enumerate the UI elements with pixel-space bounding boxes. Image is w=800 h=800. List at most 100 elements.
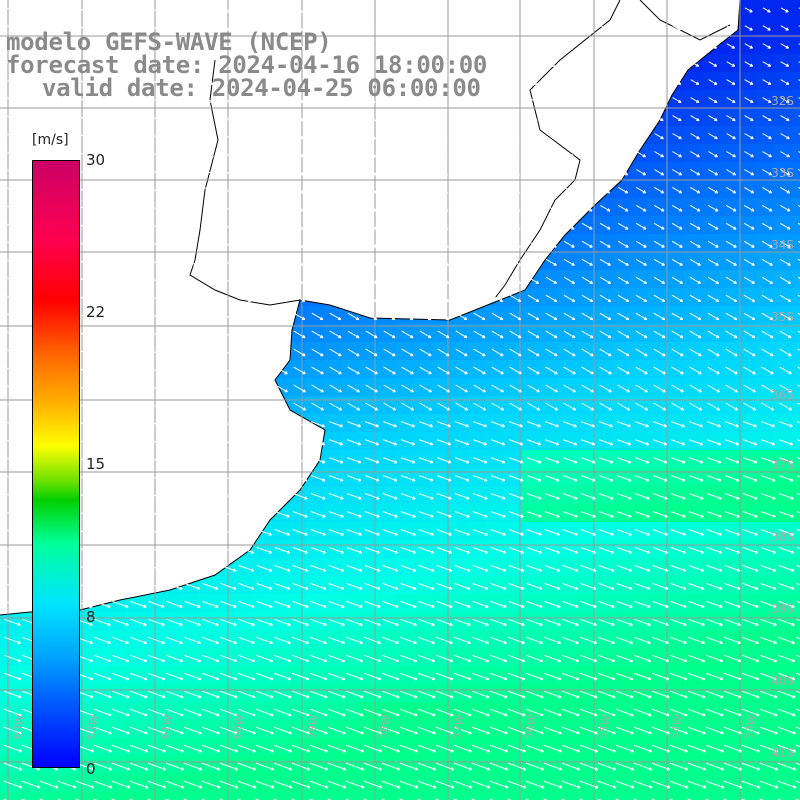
wind-cell (198, 792, 216, 800)
wind-arrow (438, 43, 448, 49)
wind-cell (270, 792, 288, 800)
wind-arrow (618, 115, 628, 122)
wind-arrow (186, 133, 196, 140)
wind-arrow (654, 61, 664, 67)
wind-arrow (366, 115, 376, 122)
wind-arrow (636, 25, 645, 31)
wind-arrow (6, 151, 16, 158)
wind-arrow (672, 151, 682, 158)
wind-arrow (744, 151, 754, 158)
wind-arrow (402, 133, 412, 140)
valid-date: valid date: 2024-04-25 06:00:00 (42, 74, 481, 102)
wind-arrow (672, 115, 682, 122)
wind-arrow (24, 151, 34, 158)
wind-arrow (348, 133, 358, 140)
wind-arrow (60, 115, 70, 122)
wind-arrow (690, 133, 700, 140)
lat-label: 39S (771, 602, 794, 616)
wind-arrow (744, 79, 754, 85)
wind-cell (792, 234, 800, 252)
wind-arrow (438, 7, 447, 13)
wind-arrow (528, 133, 538, 140)
wind-arrow (348, 61, 358, 67)
wind-arrow (330, 133, 340, 140)
wind-arrow (96, 97, 106, 103)
wind-arrow (294, 7, 303, 13)
wind-arrow (762, 7, 771, 13)
wind-arrow (420, 97, 430, 103)
wind-arrow (618, 7, 627, 13)
wind-cell (792, 306, 800, 324)
wind-arrow (438, 115, 448, 122)
wind-arrow (492, 115, 502, 122)
wind-cell (792, 216, 800, 234)
wind-arrow (204, 61, 214, 67)
wind-arrow (384, 7, 393, 13)
wind-arrow (366, 61, 376, 67)
wind-arrow (474, 115, 484, 122)
wind-arrow (222, 151, 232, 158)
wind-arrow (24, 133, 34, 140)
wind-arrow (348, 151, 358, 158)
wind-arrow (672, 7, 681, 13)
wind-arrow (600, 43, 610, 49)
wind-arrow (6, 43, 16, 49)
wind-arrow (258, 151, 268, 158)
wind-arrow (708, 61, 718, 67)
wind-arrow (762, 61, 772, 67)
wind-cell (792, 756, 800, 774)
wind-arrow (618, 79, 628, 85)
wind-cell (360, 792, 378, 800)
wind-arrow (6, 25, 15, 31)
wind-arrow (204, 7, 213, 13)
wind-arrow (780, 97, 790, 103)
wind-arrow (42, 115, 52, 122)
wind-arrow (150, 61, 160, 67)
lat-label: 40S (771, 674, 794, 688)
wind-cell (792, 504, 800, 522)
wind-arrow (492, 79, 502, 85)
wind-arrow (276, 43, 286, 49)
wind-arrow (204, 79, 214, 85)
wind-arrow (348, 43, 358, 49)
wind-cell (72, 792, 90, 800)
wind-cell (378, 792, 396, 800)
wind-arrow (564, 61, 574, 67)
wind-arrow (510, 7, 519, 13)
wind-arrow (150, 25, 159, 31)
wind-arrow (672, 61, 682, 67)
wind-arrow (312, 61, 322, 67)
wind-cell (108, 792, 126, 800)
wind-cell (162, 792, 180, 800)
wind-arrow (474, 7, 483, 13)
wind-arrow (6, 115, 16, 122)
wind-arrow (24, 43, 34, 49)
wind-arrow (150, 115, 160, 122)
wind-arrow (762, 115, 772, 122)
wind-arrow (96, 115, 106, 122)
wind-arrow (582, 115, 592, 122)
wind-arrow (168, 7, 177, 13)
wind-arrow (690, 97, 700, 103)
wind-arrow (384, 151, 394, 158)
wind-arrow (78, 43, 88, 49)
wind-cell (792, 270, 800, 288)
wind-arrow (42, 25, 51, 31)
wind-cell (702, 792, 720, 800)
colorbar-unit: [m/s] (32, 132, 69, 148)
wind-arrow (510, 79, 520, 85)
lat-label: 34S (771, 238, 794, 252)
wind-arrow (24, 25, 33, 31)
wind-arrow (222, 61, 232, 67)
wind-arrow (294, 43, 304, 49)
wind-cell (792, 702, 800, 720)
wind-arrow (492, 61, 502, 67)
wind-cell (792, 108, 800, 126)
wind-arrow (726, 97, 736, 103)
wind-arrow (60, 79, 70, 85)
wind-cell (288, 792, 306, 800)
wind-arrow (780, 25, 789, 31)
wind-arrow (438, 61, 448, 67)
wind-arrow (780, 43, 790, 49)
colorbar-tick-22: 22 (86, 303, 106, 321)
